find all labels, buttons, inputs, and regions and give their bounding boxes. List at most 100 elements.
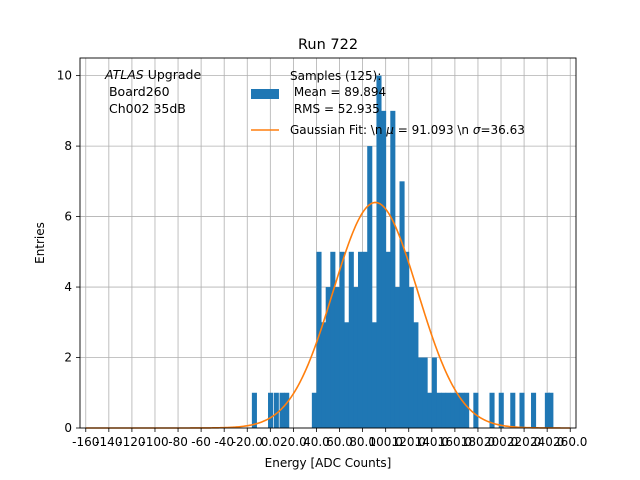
histogram-bar: [385, 251, 391, 428]
histogram-bar: [441, 392, 447, 428]
histogram-bar: [381, 110, 387, 428]
annotation-atlas: ATLAS: [104, 67, 144, 82]
histogram-bar: [279, 392, 285, 428]
histogram-bar: [321, 322, 327, 428]
annotation-line-3: Ch002 35dB: [105, 101, 186, 116]
histogram-bar: [284, 392, 290, 428]
x-tick-label: -160: [72, 435, 99, 449]
annotation-line-1: ATLAS Upgrade: [104, 67, 201, 82]
histogram-bar: [531, 392, 537, 428]
axes-frame: [79, 57, 577, 429]
x-tick-label: 120.0: [392, 435, 426, 449]
histogram-bar: [325, 287, 331, 428]
x-tick-label: 180.0: [461, 435, 495, 449]
x-tick-label: 140.0: [415, 435, 449, 449]
y-tick-label: 6: [64, 210, 72, 224]
legend-fit-mu-value: = 91.093 \n: [394, 123, 473, 137]
histogram-bar: [459, 392, 465, 428]
histogram-bar: [422, 357, 428, 428]
histogram-bar: [311, 392, 317, 428]
y-tick-label: 4: [64, 280, 72, 294]
legend-fit-sigma-value: =36.63: [480, 123, 524, 137]
y-tick-label: 10: [57, 69, 72, 83]
histogram-bar: [404, 251, 410, 428]
y-tick-label: 0: [64, 421, 72, 435]
histogram-bar: [339, 251, 345, 428]
x-tick-label: -60: [191, 435, 211, 449]
x-tick-label: 260.0: [553, 435, 587, 449]
histogram-bar: [353, 287, 359, 428]
histogram-bar: [268, 392, 274, 428]
histogram-bar: [348, 251, 354, 428]
legend: Samples (125): Mean = 89.894 RMS = 52.93…: [251, 69, 525, 137]
x-axis-label: Energy [ADC Counts]: [265, 456, 392, 470]
x-tick-label: 100.0: [368, 435, 402, 449]
histogram-bar: [454, 392, 460, 428]
legend-hist-swatch: [251, 89, 279, 99]
histogram-bar: [544, 392, 550, 428]
histogram-bar: [316, 251, 322, 428]
annotation-line-2: Board260: [105, 84, 170, 99]
histogram-bar: [464, 392, 470, 428]
histogram-bar: [417, 357, 424, 428]
histogram-bar: [334, 287, 340, 428]
annotation-upgrade: Upgrade: [144, 67, 202, 82]
x-tick-label: 220.0: [507, 435, 541, 449]
x-axis-ticks: -160-140-120-100 -80 -60 -40-20.00.0 20.040.…: [72, 428, 587, 449]
x-tick-label: -140: [95, 435, 122, 449]
x-tick-label: 40.0: [303, 435, 330, 449]
histogram-bar: [367, 146, 373, 428]
histogram-bar: [427, 392, 433, 428]
x-tick-label: 160.0: [438, 435, 472, 449]
x-tick-label: 240.0: [530, 435, 564, 449]
x-tick-label: 200.0: [484, 435, 518, 449]
x-tick-label: -80: [168, 435, 188, 449]
histogram-bar: [399, 181, 405, 428]
histogram-bar: [473, 392, 479, 428]
legend-fit-mu-symbol: μ: [385, 123, 394, 137]
histogram-bar: [519, 392, 525, 428]
y-tick-label: 8: [64, 139, 72, 153]
chart-title: Run 722: [298, 37, 358, 53]
histogram-bar: [436, 392, 442, 428]
histogram-bar: [390, 110, 396, 428]
annotation-text: ATLAS Upgrade Board260 Ch002 35dB: [104, 67, 201, 116]
x-tick-label: -20.0: [232, 435, 263, 449]
legend-hist-line-3: RMS = 52.935: [290, 102, 380, 116]
x-tick-label: 80.0: [349, 435, 376, 449]
histogram-bar: [394, 287, 400, 428]
x-tick-label: 20.0: [280, 435, 307, 449]
histogram-bar: [362, 251, 368, 428]
histogram-bars: [251, 75, 554, 428]
histogram-bar: [371, 322, 377, 428]
legend-fit-prefix: Gaussian Fit: \n: [290, 123, 386, 137]
histogram-bar: [357, 251, 364, 428]
legend-fit-sigma-symbol: σ: [473, 123, 481, 137]
legend-hist-line-1: Samples (125):: [290, 69, 381, 83]
x-tick-label: 60.0: [326, 435, 353, 449]
histogram-bar: [431, 357, 437, 428]
histogram-bar: [408, 287, 414, 428]
histogram-bar: [273, 392, 279, 428]
x-tick-label: -120: [118, 435, 145, 449]
histogram-bar: [548, 392, 554, 428]
histogram-bar: [498, 392, 504, 428]
x-tick-label: -40: [214, 435, 234, 449]
histogram-bar: [489, 392, 495, 428]
x-tick-label: -100: [141, 435, 168, 449]
histogram-bar: [445, 392, 451, 428]
histogram-bar: [251, 392, 257, 428]
histogram-bar: [344, 322, 350, 428]
legend-fit-label: Gaussian Fit: \n μ = 91.093 \n σ=36.63: [290, 123, 525, 137]
y-tick-label: 2: [64, 351, 72, 365]
legend-hist-line-2: Mean = 89.894: [290, 85, 386, 99]
x-tick-label: 0.0: [261, 435, 280, 449]
histogram-bar: [330, 251, 336, 428]
histogram-bar: [510, 392, 516, 428]
histogram-bar: [413, 322, 419, 428]
histogram-bar: [376, 75, 382, 428]
y-axis-ticks: 0 2 4 6 8 10: [57, 69, 80, 435]
y-axis-label: Entries: [33, 222, 47, 264]
histogram-bar: [450, 392, 456, 428]
